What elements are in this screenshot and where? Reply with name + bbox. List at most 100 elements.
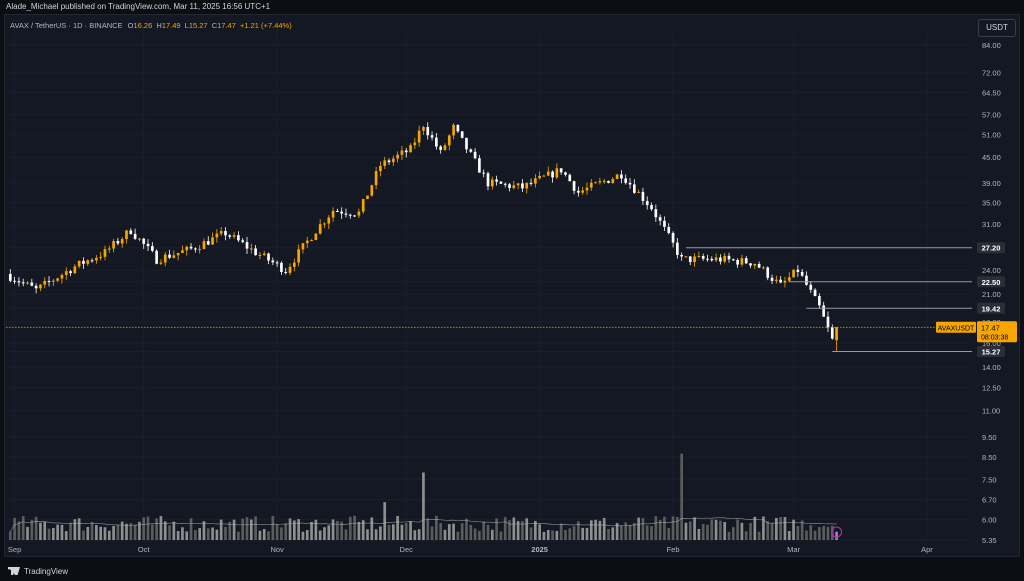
volume-bar bbox=[129, 523, 133, 540]
candle-body bbox=[503, 183, 507, 185]
volume-bar bbox=[727, 531, 731, 540]
volume-bar bbox=[564, 529, 567, 540]
candle-body bbox=[430, 135, 434, 138]
candle-body bbox=[387, 160, 391, 163]
candle-body bbox=[374, 171, 378, 186]
volume-bar bbox=[473, 528, 477, 540]
volume-bar bbox=[344, 529, 348, 540]
candle-body bbox=[555, 168, 559, 178]
candle-body bbox=[176, 252, 180, 256]
price-tick-label: 51.00 bbox=[982, 131, 1001, 140]
volume-bar bbox=[258, 530, 262, 540]
candle-body bbox=[546, 171, 550, 176]
price-tick-label: 7.50 bbox=[982, 475, 997, 484]
candle-body bbox=[706, 258, 709, 260]
volume-bar bbox=[293, 520, 296, 540]
volume-bar bbox=[577, 521, 580, 540]
candle-body bbox=[112, 241, 115, 249]
volume-bar bbox=[82, 530, 85, 540]
volume-bar bbox=[245, 517, 249, 540]
candle-body bbox=[133, 233, 137, 239]
candle-body bbox=[753, 263, 757, 266]
candle-body bbox=[538, 175, 541, 179]
volume-bar bbox=[249, 519, 253, 540]
volume-bar bbox=[615, 523, 619, 540]
volume-bar bbox=[546, 529, 550, 540]
volume-bar bbox=[133, 524, 137, 540]
volume-bar bbox=[202, 521, 206, 540]
volume-bar bbox=[538, 524, 541, 540]
time-tick-label: Feb bbox=[667, 545, 680, 554]
volume-bar bbox=[39, 522, 42, 540]
volume-bar bbox=[138, 521, 141, 540]
level-price-tag bbox=[977, 242, 1005, 254]
price-tick-label: 24.00 bbox=[982, 266, 1001, 275]
volume-bar bbox=[254, 516, 257, 540]
volume-bar bbox=[404, 522, 408, 540]
candle-body bbox=[783, 280, 787, 283]
candle-body bbox=[155, 250, 158, 264]
volume-bar bbox=[813, 530, 817, 540]
candle-body bbox=[740, 258, 744, 265]
level-price-label: 15.27 bbox=[982, 347, 1001, 356]
time-tick-label: 2025 bbox=[531, 545, 548, 554]
candle-body bbox=[719, 257, 722, 262]
candle-body bbox=[52, 280, 55, 282]
candle-body bbox=[693, 256, 696, 263]
volume-bar bbox=[826, 526, 830, 540]
level-price-label: 22.50 bbox=[982, 278, 1001, 287]
candle-body bbox=[435, 137, 438, 147]
currency-button[interactable]: USDT bbox=[978, 19, 1016, 37]
candle-body bbox=[383, 160, 387, 166]
volume-bar bbox=[340, 521, 344, 540]
volume-bar bbox=[714, 519, 718, 540]
candle-body bbox=[64, 271, 68, 275]
volume-bar bbox=[430, 526, 434, 540]
candle-body bbox=[688, 256, 692, 263]
candle-body bbox=[353, 215, 356, 217]
volume-bar bbox=[701, 524, 705, 540]
volume-bar bbox=[792, 519, 795, 540]
volume-bar bbox=[624, 522, 628, 540]
volume-bar bbox=[241, 518, 245, 540]
volume-bar bbox=[60, 524, 64, 540]
volume-bar bbox=[775, 517, 778, 540]
price-tick-label: 14.00 bbox=[982, 363, 1001, 372]
volume-bar bbox=[766, 521, 770, 540]
volume-bar bbox=[443, 529, 447, 540]
volume-bar bbox=[232, 519, 236, 540]
price-tick-label: 57.00 bbox=[982, 111, 1001, 120]
candle-body bbox=[676, 242, 679, 255]
volume-bar bbox=[219, 519, 223, 540]
volume-bar bbox=[830, 525, 834, 540]
volume-bar bbox=[628, 525, 632, 540]
candle-body bbox=[602, 180, 606, 182]
chart-pane[interactable] bbox=[4, 14, 1020, 557]
candle-body bbox=[56, 278, 59, 281]
candle-body bbox=[90, 260, 94, 262]
candle-body bbox=[667, 226, 671, 233]
price-tick-label: 5.35 bbox=[982, 536, 997, 545]
candle-body bbox=[237, 235, 240, 241]
ohlc-values: O16.26 H17.49 L15.27 C17.47 +1.21 (+7.44… bbox=[127, 21, 292, 30]
candle-body bbox=[413, 142, 417, 146]
candle-body bbox=[766, 267, 770, 278]
volume-bar bbox=[103, 527, 107, 540]
volume-bar bbox=[280, 527, 283, 540]
candle-body bbox=[232, 235, 236, 237]
candle-body bbox=[542, 175, 546, 177]
alert-icon[interactable] bbox=[831, 526, 843, 538]
volume-bar bbox=[69, 522, 72, 540]
volume-bar bbox=[749, 522, 752, 540]
candle-body bbox=[301, 243, 305, 250]
volume-bar bbox=[206, 528, 210, 540]
candle-body bbox=[310, 240, 313, 242]
volume-bar bbox=[680, 453, 683, 540]
brand-name: TradingView bbox=[24, 567, 69, 576]
volume-bar bbox=[357, 521, 361, 540]
candle-body bbox=[813, 289, 817, 297]
tradingview-logo[interactable]: TradingView bbox=[8, 565, 68, 579]
volume-bar bbox=[465, 518, 468, 540]
volume-bar bbox=[658, 519, 662, 540]
